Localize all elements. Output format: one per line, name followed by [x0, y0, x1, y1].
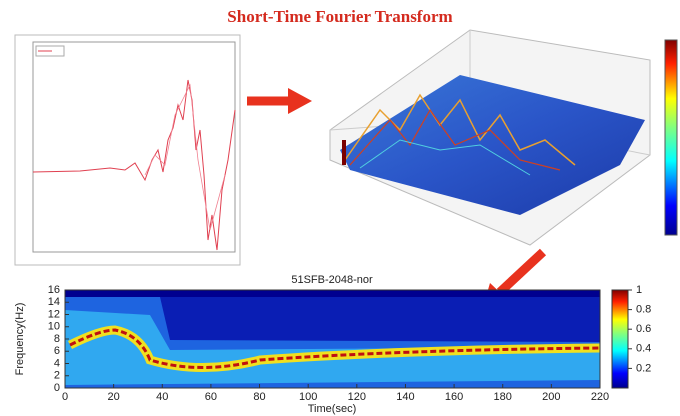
- x-tick-label: 60: [205, 391, 217, 403]
- y-tick-label: 0: [54, 382, 60, 394]
- colorbar: [611, 289, 629, 389]
- y-tick-label: 10: [48, 321, 60, 333]
- x-tick-label: 0: [62, 391, 68, 403]
- y-tick-label: 8: [54, 333, 60, 345]
- x-tick-label: 180: [494, 391, 512, 403]
- waterfall-3d: [329, 29, 651, 246]
- figure-title: Short-Time Fourier Transform: [227, 7, 452, 26]
- y-tick-label: 6: [54, 345, 60, 357]
- x-axis-label: Time(sec): [308, 403, 356, 415]
- colorbar-3d: [664, 39, 678, 236]
- colorbar-tick-label: 1: [636, 284, 642, 296]
- arrow: [496, 248, 547, 296]
- spectrum-panel: [14, 34, 241, 266]
- x-tick-label: 200: [542, 391, 560, 403]
- spectrogram-image: [65, 290, 601, 388]
- colorbar-tick-label: 0.2: [636, 362, 651, 374]
- x-tick-label: 160: [445, 391, 463, 403]
- x-tick-label: 120: [348, 391, 366, 403]
- y-tick-label: 12: [48, 308, 60, 320]
- y-tick-label: 2: [54, 370, 60, 382]
- y-tick-label: 14: [48, 296, 60, 308]
- colorbar-tick-label: 0.6: [636, 323, 651, 335]
- y-axis-label: Frequency(Hz): [14, 303, 26, 376]
- x-tick-label: 100: [299, 391, 317, 403]
- x-tick-label: 40: [156, 391, 168, 403]
- arrow-head: [288, 88, 312, 114]
- chart-title: 51SFB-2048-nor: [291, 274, 373, 286]
- x-tick-label: 140: [396, 391, 414, 403]
- x-tick-label: 220: [591, 391, 609, 403]
- y-tick-label: 4: [54, 357, 60, 369]
- y-tick-label: 16: [48, 284, 60, 296]
- x-tick-label: 20: [108, 391, 120, 403]
- x-tick-label: 80: [253, 391, 265, 403]
- colorbar-tick-label: 0.8: [636, 304, 651, 316]
- colorbar-tick-label: 0.4: [636, 343, 651, 355]
